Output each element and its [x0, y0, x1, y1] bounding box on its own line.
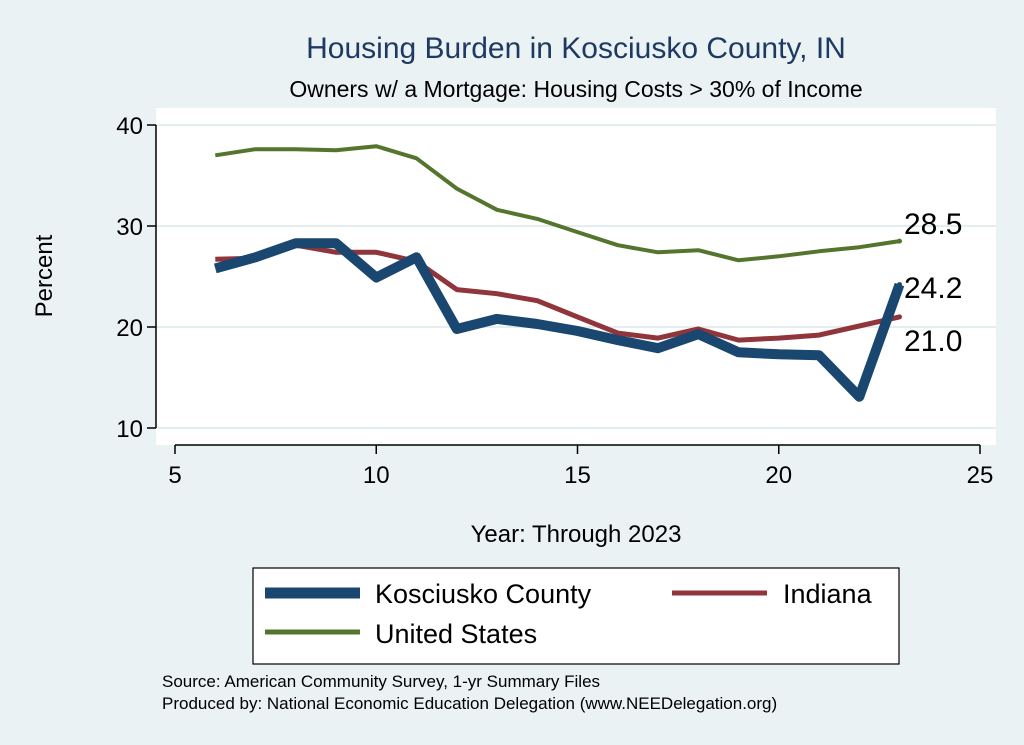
data-point-united-states — [336, 150, 337, 151]
x-tick-label-20: 20 — [765, 462, 792, 489]
data-point-united-states — [376, 146, 377, 147]
data-point-united-states — [698, 250, 699, 251]
y-tick-label-40: 40 — [116, 113, 143, 140]
data-point-united-states — [295, 149, 296, 150]
data-point-kosciusko — [698, 334, 699, 335]
y-tick-label-30: 30 — [116, 214, 143, 241]
data-point-indiana — [497, 293, 498, 294]
y-tick-label-20: 20 — [116, 315, 143, 342]
data-point-united-states — [497, 209, 498, 210]
series-lines — [213, 144, 905, 402]
x-tick-label-25: 25 — [967, 462, 994, 489]
data-point-united-states — [778, 256, 779, 257]
data-point-indiana — [215, 259, 216, 260]
data-point-kosciusko — [738, 352, 739, 353]
data-point-indiana — [537, 300, 538, 301]
data-point-kosciusko — [255, 257, 256, 258]
data-point-kosciusko — [295, 243, 296, 244]
data-point-kosciusko — [215, 268, 216, 269]
end-point-indiana — [897, 314, 902, 320]
data-point-united-states — [577, 232, 578, 233]
plot-area — [156, 108, 996, 445]
end-label-united-states: 28.5 — [904, 208, 962, 241]
end-point-kosciusko — [897, 282, 902, 288]
legend-label-united-states: United States — [375, 619, 537, 649]
x-tick-label-10: 10 — [363, 462, 390, 489]
data-point-kosciusko — [416, 257, 417, 258]
x-axis-label: Year: Through 2023 — [471, 521, 682, 548]
data-point-kosciusko — [577, 331, 578, 332]
data-point-kosciusko — [819, 355, 820, 356]
data-point-indiana — [859, 325, 860, 326]
data-point-indiana — [738, 340, 739, 341]
data-point-indiana — [336, 252, 337, 253]
data-point-united-states — [456, 188, 457, 189]
chart-subtitle: Owners w/ a Mortgage: Housing Costs > 30… — [289, 76, 862, 102]
data-point-kosciusko — [537, 323, 538, 324]
chart-title: Housing Burden in Kosciusko County, IN — [306, 32, 846, 65]
data-point-indiana — [577, 316, 578, 317]
x-tick-label-5: 5 — [168, 462, 181, 489]
data-point-united-states — [215, 155, 216, 156]
data-point-kosciusko — [658, 348, 659, 349]
data-point-united-states — [537, 218, 538, 219]
legend: Kosciusko County Indiana United States — [252, 567, 900, 665]
end-label-indiana: 21.0 — [904, 325, 962, 358]
data-point-united-states — [859, 247, 860, 248]
data-point-indiana — [778, 338, 779, 339]
data-point-indiana — [376, 252, 377, 253]
data-point-indiana — [658, 338, 659, 339]
legend-box — [252, 567, 900, 665]
data-point-kosciusko — [859, 396, 860, 397]
data-point-kosciusko — [617, 340, 618, 341]
data-point-indiana — [456, 289, 457, 290]
data-point-indiana — [819, 335, 820, 336]
x-ticks: 5 10 15 20 25 — [168, 445, 993, 489]
data-point-united-states — [738, 260, 739, 261]
y-ticks: 10 20 30 40 — [116, 113, 156, 443]
series-line-indiana — [215, 242, 901, 343]
data-point-united-states — [255, 149, 256, 150]
data-point-united-states — [416, 158, 417, 159]
source-note: Source: American Community Survey, 1-yr … — [162, 672, 600, 691]
legend-label-kosciusko: Kosciusko County — [375, 579, 592, 609]
data-point-indiana — [617, 333, 618, 334]
legend-label-indiana: Indiana — [783, 579, 873, 609]
producer-note: Produced by: National Economic Education… — [162, 694, 777, 713]
x-tick-label-15: 15 — [564, 462, 591, 489]
data-point-united-states — [819, 251, 820, 252]
y-axis-label: Percent — [31, 234, 58, 317]
data-point-kosciusko — [376, 277, 377, 278]
data-point-kosciusko — [497, 318, 498, 319]
series-line-united-states — [214, 144, 900, 263]
end-label-kosciusko: 24.2 — [904, 272, 962, 305]
data-point-kosciusko — [778, 354, 779, 355]
data-point-kosciusko — [336, 243, 337, 244]
series-line-kosciusko — [213, 238, 905, 402]
data-point-kosciusko — [456, 329, 457, 330]
y-tick-label-10: 10 — [116, 416, 143, 443]
end-point-united-states — [897, 238, 902, 244]
data-point-united-states — [658, 252, 659, 253]
data-point-united-states — [617, 245, 618, 246]
